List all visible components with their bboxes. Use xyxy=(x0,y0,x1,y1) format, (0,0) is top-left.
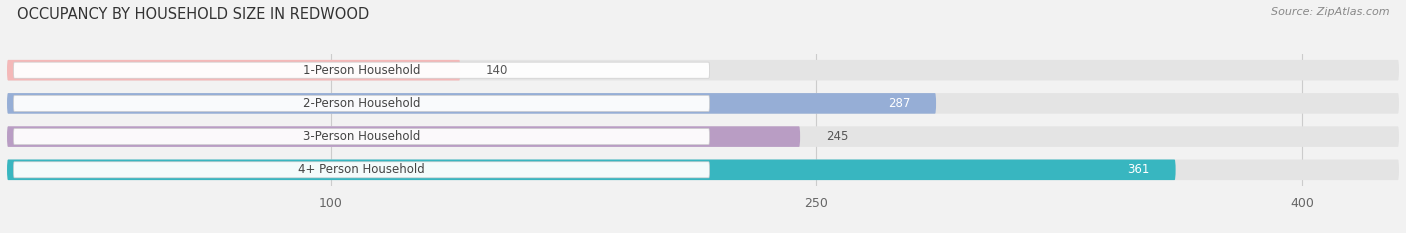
FancyBboxPatch shape xyxy=(7,126,800,147)
Text: 361: 361 xyxy=(1128,163,1150,176)
Text: 245: 245 xyxy=(825,130,848,143)
Text: 2-Person Household: 2-Person Household xyxy=(302,97,420,110)
FancyBboxPatch shape xyxy=(7,93,936,114)
Text: Source: ZipAtlas.com: Source: ZipAtlas.com xyxy=(1271,7,1389,17)
FancyBboxPatch shape xyxy=(14,129,710,145)
Text: 140: 140 xyxy=(486,64,509,77)
FancyBboxPatch shape xyxy=(7,60,1399,80)
FancyBboxPatch shape xyxy=(7,93,1399,114)
FancyBboxPatch shape xyxy=(7,160,1175,180)
Text: 287: 287 xyxy=(887,97,910,110)
FancyBboxPatch shape xyxy=(14,62,710,78)
Text: 4+ Person Household: 4+ Person Household xyxy=(298,163,425,176)
FancyBboxPatch shape xyxy=(7,126,1399,147)
FancyBboxPatch shape xyxy=(7,60,460,80)
Text: 1-Person Household: 1-Person Household xyxy=(302,64,420,77)
FancyBboxPatch shape xyxy=(7,160,1399,180)
FancyBboxPatch shape xyxy=(14,95,710,111)
Text: 3-Person Household: 3-Person Household xyxy=(302,130,420,143)
FancyBboxPatch shape xyxy=(14,162,710,178)
Text: OCCUPANCY BY HOUSEHOLD SIZE IN REDWOOD: OCCUPANCY BY HOUSEHOLD SIZE IN REDWOOD xyxy=(17,7,370,22)
